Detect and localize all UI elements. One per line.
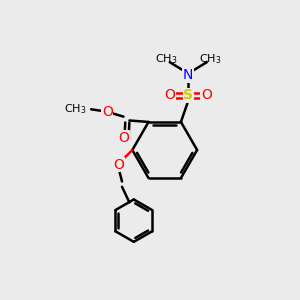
Text: CH$_3$: CH$_3$	[199, 52, 222, 65]
Text: O: O	[201, 88, 212, 103]
Text: O: O	[165, 88, 176, 103]
Text: O: O	[102, 105, 113, 118]
Text: O: O	[118, 131, 129, 145]
Text: CH$_3$: CH$_3$	[64, 102, 87, 116]
Text: N: N	[183, 68, 194, 82]
Text: S: S	[183, 88, 193, 103]
Text: O: O	[114, 158, 124, 172]
Text: CH$_3$: CH$_3$	[155, 52, 177, 65]
